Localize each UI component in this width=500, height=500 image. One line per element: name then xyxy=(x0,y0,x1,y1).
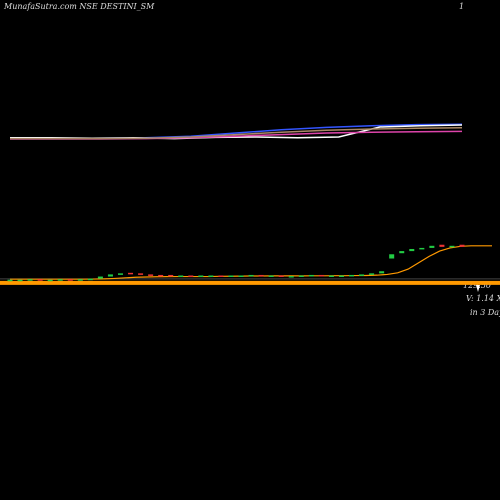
candle xyxy=(178,275,184,277)
candle xyxy=(37,279,43,281)
candle xyxy=(288,276,294,278)
candle xyxy=(128,272,134,275)
candle xyxy=(87,278,93,281)
upper-line xyxy=(10,127,463,140)
candle xyxy=(409,248,415,252)
candle xyxy=(419,247,425,250)
candle xyxy=(168,274,174,277)
candle xyxy=(308,274,314,277)
candle xyxy=(248,274,254,277)
candle xyxy=(379,271,385,274)
candle xyxy=(218,275,224,277)
candle xyxy=(359,274,365,276)
ma-line xyxy=(10,245,492,280)
candle xyxy=(429,245,435,248)
candle xyxy=(258,274,264,277)
candle xyxy=(389,254,395,259)
candle xyxy=(27,279,33,281)
volume-label: V: 1.14 X xyxy=(466,294,500,303)
candle xyxy=(318,274,324,277)
arrow-icon xyxy=(476,285,480,292)
candle xyxy=(349,274,355,277)
candle xyxy=(198,275,204,277)
corner-label: 1 xyxy=(459,2,464,11)
days-label: in 3 Days xyxy=(470,308,500,317)
candle xyxy=(77,279,83,281)
candle xyxy=(97,276,103,279)
candle xyxy=(47,279,53,282)
candle xyxy=(7,279,13,282)
candle xyxy=(228,275,234,277)
candle xyxy=(459,244,465,247)
candle xyxy=(298,275,304,277)
candle xyxy=(449,245,455,248)
candle xyxy=(268,275,274,277)
candle xyxy=(328,275,334,277)
candle xyxy=(57,279,63,281)
candle xyxy=(138,273,144,275)
chart-title: MunafaSutra.com NSE DESTINI_SM xyxy=(3,2,155,11)
candle xyxy=(158,274,164,277)
candle xyxy=(148,274,154,276)
candle xyxy=(188,275,194,277)
candle xyxy=(117,273,123,275)
candle xyxy=(17,279,23,282)
candle xyxy=(278,275,284,277)
candle xyxy=(107,274,113,277)
candle xyxy=(238,275,244,277)
candle xyxy=(208,275,214,277)
candle xyxy=(439,244,445,247)
candle xyxy=(399,251,405,254)
candle xyxy=(369,273,375,275)
candle xyxy=(338,275,344,277)
candle xyxy=(67,279,73,281)
